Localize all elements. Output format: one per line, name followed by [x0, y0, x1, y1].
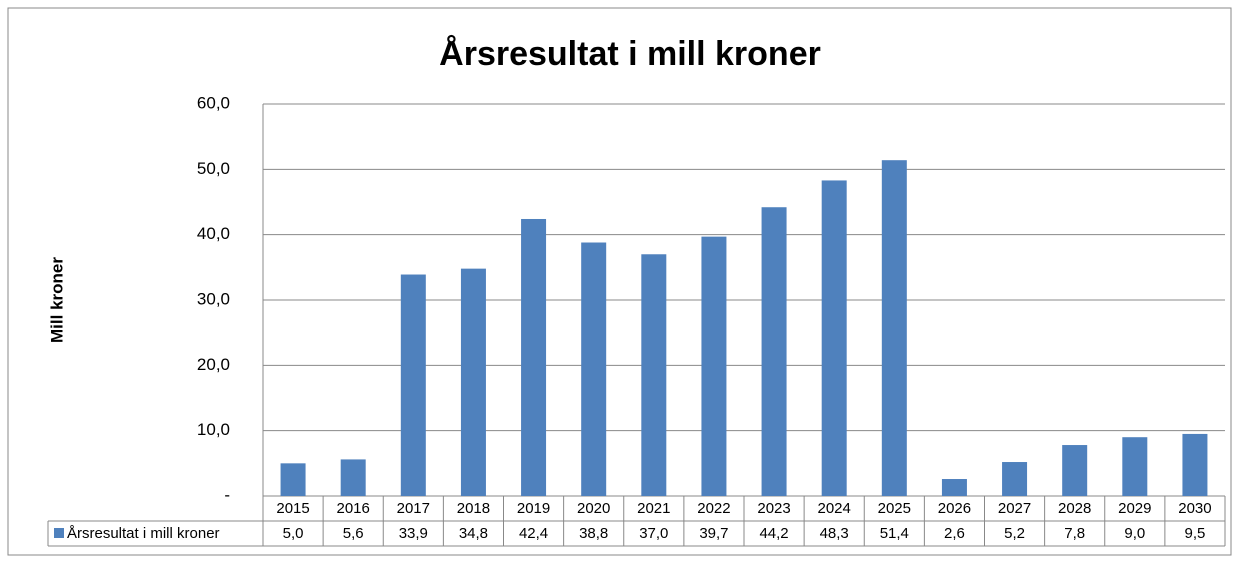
data-label: 42,4 — [519, 525, 548, 542]
bar — [1182, 433, 1208, 496]
data-label: 5,6 — [343, 525, 364, 542]
bar — [1122, 437, 1148, 496]
x-tick-label: 2018 — [457, 500, 490, 517]
data-label: 7,8 — [1064, 525, 1085, 542]
data-label: 48,3 — [820, 525, 849, 542]
x-tick-label: 2026 — [938, 500, 971, 517]
bar — [701, 236, 727, 497]
bar — [821, 180, 847, 496]
x-tick-label: 2019 — [517, 500, 550, 517]
bar — [400, 274, 426, 496]
data-label: 9,5 — [1185, 525, 1206, 542]
data-label: 51,4 — [880, 525, 909, 542]
y-tick-label: 50,0 — [197, 159, 230, 178]
data-label: 38,8 — [579, 525, 608, 542]
x-tick-label: 2020 — [577, 500, 610, 517]
x-tick-label: 2023 — [757, 500, 790, 517]
data-label: 34,8 — [459, 525, 488, 542]
bar — [340, 459, 366, 496]
x-tick-label: 2021 — [637, 500, 670, 517]
y-axis-label: Mill kroner — [47, 257, 66, 343]
x-tick-label: 2016 — [337, 500, 370, 517]
x-tick-label: 2028 — [1058, 500, 1091, 517]
y-tick-label: 20,0 — [197, 355, 230, 374]
chart-border — [7, 7, 1232, 556]
x-tick-label: 2024 — [818, 500, 851, 517]
bar — [581, 242, 607, 496]
data-label: 5,0 — [283, 525, 304, 542]
bar — [881, 160, 907, 497]
chart-title: Årsresultat i mill kroner — [439, 35, 821, 73]
legend-label: Årsresultat i mill kroner — [67, 525, 220, 542]
x-tick-label: 2022 — [697, 500, 730, 517]
y-tick-label: 10,0 — [197, 420, 230, 439]
x-tick-label: 2025 — [878, 500, 911, 517]
y-tick-label: 30,0 — [197, 289, 230, 308]
x-tick-label: 2017 — [397, 500, 430, 517]
data-label: 5,2 — [1004, 525, 1025, 542]
x-tick-label: 2030 — [1178, 500, 1211, 517]
x-tick-label: 2029 — [1118, 500, 1151, 517]
bar — [761, 207, 787, 496]
bar — [280, 463, 306, 496]
x-tick-label: 2027 — [998, 500, 1031, 517]
bar — [941, 479, 967, 496]
data-label: 37,0 — [639, 525, 668, 542]
bar — [521, 218, 547, 496]
y-tick-label: - — [224, 485, 230, 504]
bar — [1002, 462, 1028, 496]
bar — [641, 254, 667, 496]
data-label: 9,0 — [1124, 525, 1145, 542]
data-label: 2,6 — [944, 525, 965, 542]
x-tick-label: 2015 — [276, 500, 309, 517]
y-tick-label: 40,0 — [197, 224, 230, 243]
bar — [460, 268, 486, 496]
data-label: 33,9 — [399, 525, 428, 542]
data-label: 39,7 — [699, 525, 728, 542]
y-tick-label: 60,0 — [197, 93, 230, 112]
data-label: 44,2 — [759, 525, 788, 542]
legend-swatch — [54, 528, 64, 538]
bar — [1062, 445, 1088, 496]
